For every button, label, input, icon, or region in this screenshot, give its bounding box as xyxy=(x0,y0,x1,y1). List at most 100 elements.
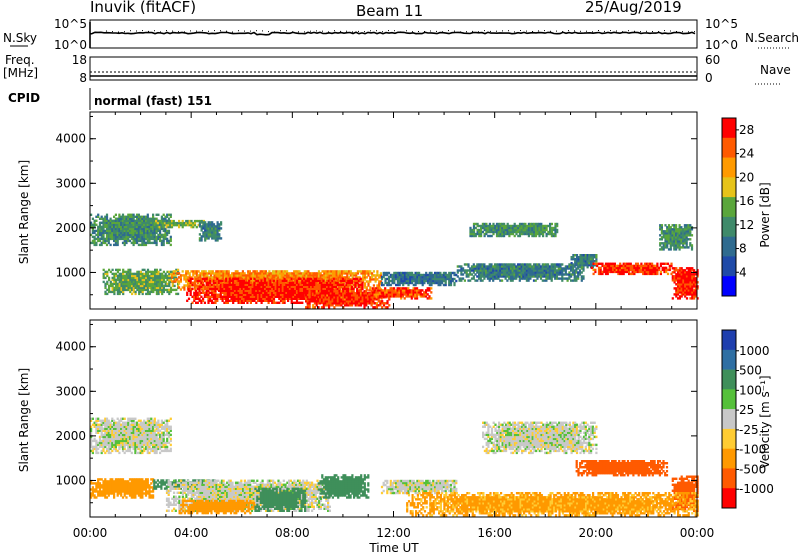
heatmap-cell xyxy=(586,256,589,259)
heatmap-cell xyxy=(144,231,148,235)
heatmap-cell xyxy=(610,268,613,272)
heatmap-cell xyxy=(552,273,555,276)
heatmap-cell xyxy=(478,234,481,238)
heatmap-cell xyxy=(304,283,307,286)
heatmap-cell xyxy=(356,292,359,295)
heatmap-cell xyxy=(396,271,399,275)
heatmap-cell xyxy=(109,235,112,239)
heatmap-cell xyxy=(203,287,206,290)
heatmap-cell xyxy=(209,295,212,298)
heatmap-cell xyxy=(242,295,245,298)
heatmap-cell xyxy=(292,291,295,294)
heatmap-cell xyxy=(552,228,555,232)
heatmap-cell xyxy=(424,295,428,298)
heatmap-cell xyxy=(202,276,205,279)
heatmap-cell xyxy=(196,285,199,288)
heatmap-cell xyxy=(303,287,306,290)
heatmap-cell xyxy=(100,217,103,220)
heatmap-cell xyxy=(105,233,109,237)
heatmap-cell xyxy=(349,290,352,293)
heatmap-cell xyxy=(144,243,148,247)
heatmap-cell xyxy=(636,270,639,274)
heatmap-cell xyxy=(338,294,341,297)
heatmap-cell xyxy=(127,237,130,241)
heatmap-cell xyxy=(401,291,404,294)
heatmap-cell xyxy=(354,304,357,307)
heatmap-cell xyxy=(469,230,472,234)
heatmap-cell xyxy=(170,276,174,279)
heatmap-cell xyxy=(338,298,341,301)
heatmap-cell xyxy=(480,226,483,230)
heatmap-cell xyxy=(216,287,219,290)
heatmap-cell xyxy=(202,219,205,223)
heatmap-cell xyxy=(349,279,352,282)
heatmap-cell xyxy=(145,272,148,276)
heatmap-cell xyxy=(629,272,632,276)
heatmap-cell xyxy=(522,263,525,266)
heatmap-cell xyxy=(116,292,119,296)
heatmap-cell xyxy=(137,213,140,216)
heatmap-cell xyxy=(608,262,611,265)
heatmap-cell xyxy=(209,291,212,294)
heatmap-cell xyxy=(139,225,142,229)
heatmap-cell xyxy=(492,222,495,226)
heatmap-cell xyxy=(208,270,211,273)
heatmap-cell xyxy=(241,276,244,279)
heatmap-cell xyxy=(276,285,279,288)
heatmap-cell xyxy=(122,270,125,274)
heatmap-cell xyxy=(584,262,587,265)
heatmap-cell xyxy=(538,228,541,232)
heatmap-cell xyxy=(313,287,316,290)
heatmap-cell xyxy=(423,277,426,281)
heatmap-cell xyxy=(586,266,589,269)
heatmap-cell xyxy=(338,283,341,286)
heatmap-cell xyxy=(469,279,472,282)
heatmap-cell xyxy=(326,287,329,290)
heatmap-cell xyxy=(310,274,313,277)
heatmap-cell xyxy=(412,279,415,283)
heatmap-cell xyxy=(367,284,370,287)
heatmap-cell xyxy=(153,225,156,229)
heatmap-cell xyxy=(382,271,385,275)
heatmap-cell xyxy=(460,265,463,268)
heatmap-cell xyxy=(152,223,155,226)
heatmap-cell xyxy=(601,264,604,268)
heatmap-cell xyxy=(582,262,586,265)
heatmap-cell xyxy=(116,239,119,243)
heatmap-cell xyxy=(306,291,309,294)
heatmap-cell xyxy=(320,281,323,284)
heatmap-cell xyxy=(520,265,523,268)
heatmap-cell xyxy=(368,289,371,292)
heatmap-cell xyxy=(405,293,408,296)
heatmap-cell xyxy=(396,273,399,277)
heatmap-cell xyxy=(254,274,257,277)
heatmap-cell xyxy=(157,270,160,274)
heatmap-cell xyxy=(636,262,639,265)
heatmap-cell xyxy=(635,264,638,268)
heatmap-cell xyxy=(122,272,125,276)
heatmap-cell xyxy=(483,228,486,232)
heatmap-cell xyxy=(160,225,163,229)
heatmap-cell xyxy=(262,281,265,284)
heatmap-cell xyxy=(125,286,128,290)
heatmap-cell xyxy=(236,272,239,275)
heatmap-cell xyxy=(225,289,228,292)
heatmap-cell xyxy=(137,229,140,233)
heatmap-cell xyxy=(267,287,270,290)
heatmap-cell xyxy=(508,230,511,234)
heatmap-cell xyxy=(132,286,135,290)
heatmap-cell xyxy=(141,276,144,280)
heatmap-cell xyxy=(359,285,362,288)
heatmap-cell xyxy=(624,268,627,272)
heatmap-cell xyxy=(239,277,242,280)
heatmap-cell xyxy=(93,223,96,226)
heatmap-cell xyxy=(143,276,146,280)
heatmap-cell xyxy=(115,284,118,288)
heatmap-cell xyxy=(307,270,310,273)
heatmap-cell xyxy=(476,269,479,272)
heatmap-cell xyxy=(115,272,118,276)
heatmap-cell xyxy=(430,277,433,281)
nsearch-dot xyxy=(112,31,113,33)
heatmap-cell xyxy=(432,279,435,283)
heatmap-cell xyxy=(456,269,459,272)
